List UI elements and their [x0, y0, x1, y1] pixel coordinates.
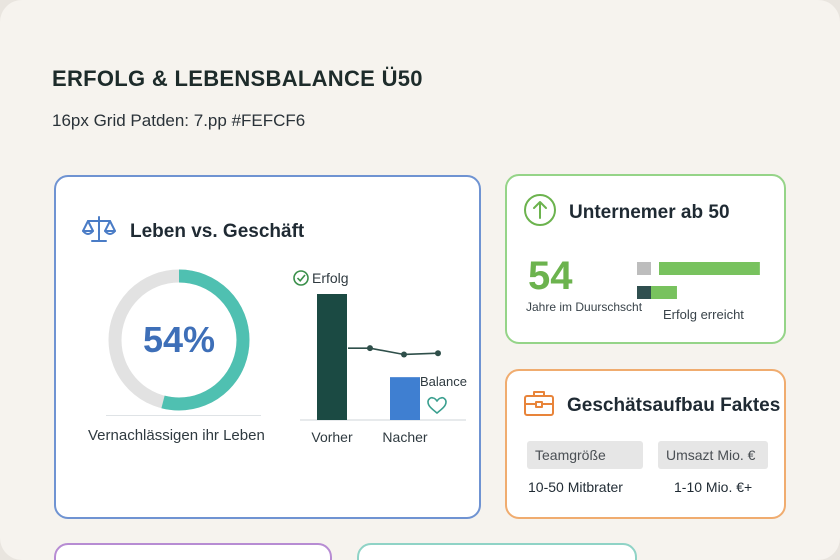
- success-bar: [659, 262, 760, 275]
- annotation-erfolg: Erfolg: [312, 270, 349, 286]
- average-age-number: 54: [528, 254, 573, 298]
- revenue-value: 1-10 Mio. €+: [674, 479, 753, 495]
- card-title: Geschätsaufbau Faktes: [567, 394, 781, 416]
- trend-line: [348, 347, 439, 356]
- life-vs-business-card[interactable]: Leben vs. Geschäft 54% Vernachlässigen i…: [54, 175, 481, 519]
- card-title: Leben vs. Geschäft: [130, 220, 305, 242]
- arrow-up-circle-icon: [523, 193, 557, 232]
- bar-vorher: [317, 294, 347, 420]
- donut-label: Vernachlässigen ihr Leben: [88, 427, 265, 444]
- briefcase-icon: [523, 389, 555, 422]
- scale-icon: [80, 213, 118, 250]
- donut-arc: [108, 269, 250, 411]
- donut-percent: 54%: [142, 319, 216, 360]
- x-tick-label: Nacher: [382, 429, 427, 445]
- trend-point: [435, 350, 441, 357]
- entrepreneur-card[interactable]: Unternemer ab 50 54 Jahre im Duurschscht…: [505, 174, 786, 344]
- card-header: Leben vs. Geschäft: [80, 213, 304, 250]
- business-facts-card[interactable]: Geschätsaufbau Faktes Teamgröße Umsazt M…: [505, 369, 786, 519]
- team-size-header: Teamgröße: [527, 441, 643, 469]
- success-label: Erfolg erreicht: [663, 307, 744, 322]
- trend-point: [367, 345, 373, 352]
- bar-nacher: [390, 377, 420, 420]
- card-title: Unternemer ab 50: [569, 201, 730, 223]
- before-after-bar-chart: Erfolg Balance Vorher Nacher: [293, 270, 467, 445]
- success-bar: [651, 286, 677, 299]
- divider: [106, 415, 261, 416]
- page-subtitle: 16px Grid Patden: 7.pp #FEFCF6: [52, 111, 306, 130]
- page-title: ERFOLG & LEBENSBALANCE Ü50: [52, 66, 423, 91]
- annotation-balance: Balance: [420, 374, 467, 389]
- bar-marker: [637, 286, 651, 299]
- bottom-middle-card[interactable]: [357, 543, 637, 560]
- neglect-donut-chart: 54%: [106, 267, 252, 413]
- revenue-header: Umsazt Mio. €: [658, 441, 768, 469]
- team-size-value: 10-50 Mitbrater: [528, 479, 623, 495]
- check-circle-icon: [293, 270, 309, 286]
- heart-icon: [427, 396, 447, 415]
- bar-marker: [637, 262, 651, 275]
- average-age-label: Jahre im Duurschscht: [526, 300, 643, 314]
- card-header: Geschätsaufbau Faktes: [523, 389, 780, 422]
- bottom-left-card[interactable]: [54, 543, 332, 560]
- x-tick-label: Vorher: [311, 429, 353, 445]
- card-header: Unternemer ab 50: [523, 193, 730, 232]
- success-mini-bar-chart: [637, 262, 760, 299]
- trend-point: [401, 351, 407, 358]
